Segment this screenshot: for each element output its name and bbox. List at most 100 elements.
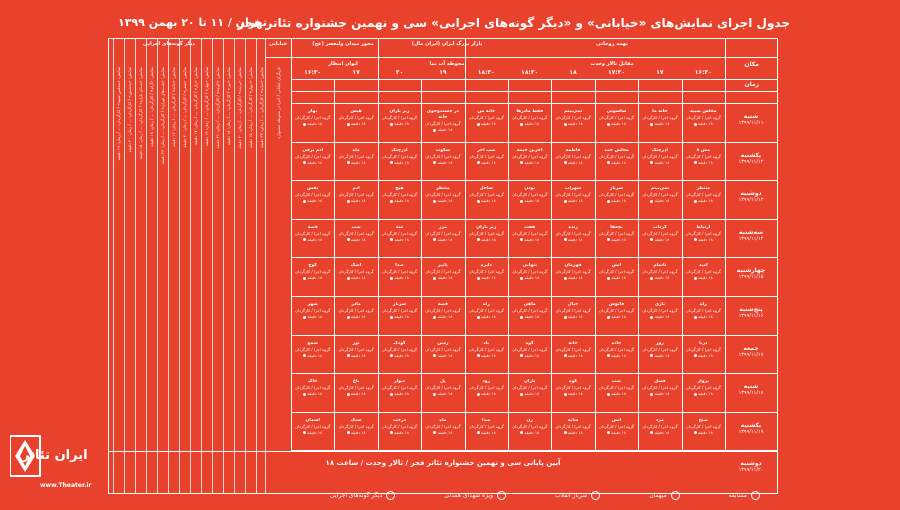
- category-dot-icon: [303, 199, 307, 203]
- show-cell: خانه گروه اجرا / کارگردان ۱۸ دقیقه: [553, 341, 592, 372]
- show-director: گروه اجرا / کارگردان: [468, 385, 504, 391]
- show-cell: جاده گروه اجرا / کارگردان ۱۸ دقیقه: [597, 341, 636, 372]
- show-duration: ۱۸ دقیقه: [481, 391, 496, 397]
- show-director: گروه اجرا / کارگردان: [468, 115, 504, 120]
- category-dot-icon: [520, 161, 524, 165]
- show-title: خانه ما: [652, 109, 668, 114]
- category-dot-icon: [693, 354, 697, 358]
- show-director: گروه اجرا / کارگردان: [295, 153, 331, 159]
- show-duration: ۱۸ دقیقه: [611, 391, 626, 397]
- time-label: زمان: [744, 81, 759, 88]
- row-divider: [291, 103, 777, 104]
- show-duration: ۱۸ دقیقه: [307, 159, 323, 165]
- show-title: شمع: [307, 340, 318, 346]
- show-title: منتظر: [696, 186, 711, 192]
- show-duration: ۱۸ دقیقه: [524, 198, 540, 204]
- show-cell: باد گروه اجرا / کارگردان ۱۸ دقیقه: [467, 341, 506, 372]
- show-title: پاییز: [438, 263, 448, 269]
- category-dot-icon: [433, 431, 437, 435]
- show-director: گروه اجرا / کارگردان: [598, 230, 635, 236]
- show-duration: ۱۸ دقیقه: [350, 159, 366, 165]
- show-cell: فاطمه گروه اجرا / کارگردان ۱۸ دقیقه: [553, 148, 592, 179]
- time-header: ۱۷:۳۰: [607, 69, 626, 76]
- show-title: دیوار: [394, 379, 405, 385]
- column-divider: [681, 79, 683, 451]
- show-director: گروه اجرا / کارگردان: [338, 192, 374, 198]
- category-dot-icon: [693, 238, 697, 242]
- group-header-bazaar: بازار بزرگ ایران (ایران مال): [411, 41, 483, 47]
- show-director: گروه اجرا / کارگردان: [295, 346, 331, 352]
- show-cell: مرد گروه اجرا / کارگردان ۱۸ دقیقه: [640, 418, 679, 449]
- page-title: جدول اجرای نمایش‌های «خیابانی» و «دیگر گ…: [237, 16, 790, 30]
- other-format-column: نمایش: «پرنده» / کارگردان: ... / زمان: ۲…: [234, 39, 245, 493]
- show-director: گروه اجرا / کارگردان: [425, 121, 461, 126]
- legend-item: دیگر گونه‌های اجرایی: [330, 490, 396, 500]
- show-duration: ۱۸ دقیقه: [698, 391, 713, 397]
- other-format-text: نمایش: «راز» / کارگردان: ... / زمان: ۱۷ …: [193, 67, 198, 146]
- show-title: خاک: [307, 379, 318, 385]
- category-dot-icon: [563, 354, 567, 358]
- subgroup-mahvateh: محوطه آب نما: [429, 61, 465, 67]
- show-director: گروه اجرا / کارگردان: [468, 423, 504, 429]
- show-director: گروه اجرا / کارگردان: [468, 153, 504, 159]
- show-cell: شب گروه اجرا / کارگردان ۱۸ دقیقه: [597, 379, 636, 410]
- show-title: مرز: [438, 224, 447, 230]
- row-divider: [291, 257, 777, 259]
- show-cell: پرواز گروه اجرا / کارگردان ۱۸ دقیقه: [684, 379, 723, 410]
- category-dot-icon: [650, 392, 654, 396]
- show-duration: ۱۸ دقیقه: [524, 314, 540, 319]
- day-label: شنبه ۱۳۹۹/۱۱/۱۸: [728, 383, 774, 396]
- show-title: خانه من: [477, 109, 496, 114]
- show-cell: مجلس حمد گروه اجرا / کارگردان ۱۸ دقیقه: [597, 148, 636, 179]
- show-duration: ۱۸ دقیقه: [698, 159, 713, 165]
- other-format-column: نمایش: «بهار» / کارگردان: ... / زمان: ۱۹…: [201, 39, 212, 493]
- show-cell: آتش گروه اجرا / کارگردان ۱۸ دقیقه: [597, 263, 636, 294]
- show-duration: ۱۸ دقیقه: [307, 391, 323, 397]
- category-dot-icon: [390, 392, 394, 396]
- show-cell: بهار گروه اجرا / کارگردان ۱۸ دقیقه: [293, 109, 332, 140]
- show-duration: ۱۸ دقیقه: [481, 352, 496, 358]
- day-name: سه‌شنبه: [739, 228, 763, 236]
- show-title: زن: [526, 417, 533, 423]
- street-column: بازیگران خیابانی / اجرا در محوطه جشنواره: [265, 39, 291, 493]
- other-format-column: نمایش: «شب‌های تهران» / کارگردان: ... / …: [157, 39, 168, 493]
- day-name: دوشنبه: [740, 460, 762, 468]
- show-cell: دیوار گروه اجرا / کارگردان ۱۸ دقیقه: [380, 379, 419, 410]
- day-date: ۱۳۹۹/۱۱/۱۷: [738, 351, 764, 358]
- show-title: زیر باران: [389, 109, 410, 114]
- show-title: صبح: [698, 417, 708, 423]
- show-director: گروه اجرا / کارگردان: [642, 192, 678, 198]
- show-cell: شب گروه اجرا / کارگردان ۱۸ دقیقه: [336, 225, 375, 256]
- show-director: گروه اجرا / کارگردان: [425, 385, 461, 391]
- day-name: یکشنبه: [740, 421, 762, 429]
- show-director: گروه اجرا / کارگردان: [295, 308, 331, 313]
- show-duration: ۱۸ دقیقه: [524, 159, 540, 165]
- show-director: گروه اجرا / کارگردان: [425, 153, 461, 159]
- schedule-table: نمایش: «مجلس شبیه» / کارگردان: ... / زما…: [108, 38, 778, 494]
- show-title: سایه: [567, 417, 579, 423]
- show-director: گروه اجرا / کارگردان: [512, 269, 548, 275]
- show-duration: ۱۸ دقیقه: [350, 236, 366, 242]
- show-duration: ۱۸ دقیقه: [437, 391, 453, 397]
- day-date: ۱۳۹۹/۱۱/۱۹: [738, 428, 764, 435]
- show-duration: ۱۸ دقیقه: [611, 275, 626, 281]
- show-title: صدا: [395, 263, 404, 269]
- show-director: گروه اجرا / کارگردان: [338, 385, 374, 391]
- legend-marker-icon: [591, 490, 601, 500]
- show-duration: ۱۸ دقیقه: [307, 121, 323, 126]
- show-title: راه: [699, 302, 707, 307]
- show-director: گروه اجرا / کارگردان: [512, 423, 548, 429]
- show-duration: ۱۸ دقیقه: [437, 127, 453, 132]
- category-dot-icon: [433, 276, 437, 280]
- show-title: آتش: [611, 417, 622, 423]
- category-dot-icon: [563, 122, 567, 126]
- show-title: مجلس حمد: [604, 147, 629, 153]
- show-title: زنده: [568, 224, 578, 230]
- show-cell: آدم برفی گروه اجرا / کارگردان ۱۸ دقیقه: [293, 148, 332, 179]
- show-cell: کوه گروه اجرا / کارگردان ۱۸ دقیقه: [553, 379, 592, 410]
- other-format-text: نمایش: «پرنده» / کارگردان: ... / زمان: ۲…: [237, 67, 242, 149]
- show-title: فاطمه: [565, 147, 581, 153]
- show-title: تنهایی: [522, 263, 537, 269]
- show-title: فقط مادرها: [516, 109, 544, 114]
- show-duration: ۱۸ دقیقه: [437, 159, 453, 165]
